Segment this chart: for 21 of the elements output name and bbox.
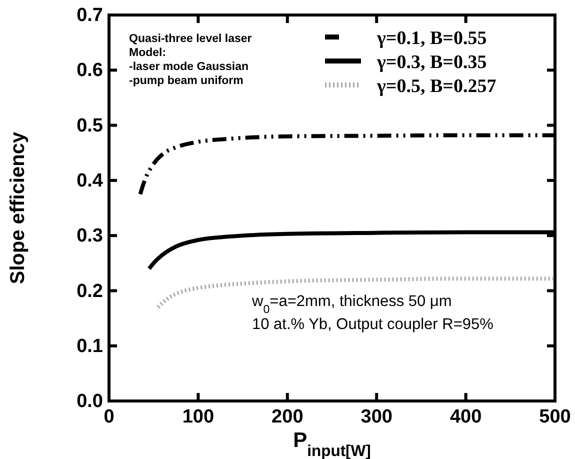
legend-label: γ=0.5, B=0.257 bbox=[376, 76, 497, 97]
x-tick-label: 200 bbox=[272, 406, 304, 428]
annotation: w$_{0}$=a=2mm, thickness 50 μm 10 at.% Yb, Output coupler R=95% bbox=[251, 293, 494, 333]
y-tick-label: 0.4 bbox=[76, 170, 104, 192]
legend-label: γ=0.1, B=0.55 bbox=[376, 28, 487, 49]
x-tick-label: 500 bbox=[539, 406, 571, 428]
y-tick-label: 0.1 bbox=[76, 336, 104, 357]
legend-label: γ=0.3, B=0.35 bbox=[376, 52, 487, 73]
y-tick-label: 0.7 bbox=[76, 5, 103, 26]
x-tick-label: 100 bbox=[182, 406, 214, 428]
x-tick-label: 0 bbox=[104, 406, 114, 428]
x-tick-label: 400 bbox=[450, 406, 482, 428]
y-tick-label: 0.3 bbox=[76, 226, 103, 247]
y-axis-title: Slope efficiency bbox=[7, 130, 29, 284]
x-tick-label: 300 bbox=[360, 406, 392, 428]
y-tick-label: 0.0 bbox=[76, 391, 103, 412]
y-tick-label: 0.2 bbox=[76, 280, 103, 302]
annotation: Quasi-three level laser Model: -laser mode Gaussian -pump beam uniform bbox=[129, 33, 252, 87]
x-axis-title: P$_{input[W]}$ bbox=[293, 429, 371, 459]
y-tick-label: 0.5 bbox=[76, 115, 104, 136]
y-tick-label: 0.6 bbox=[76, 60, 103, 82]
